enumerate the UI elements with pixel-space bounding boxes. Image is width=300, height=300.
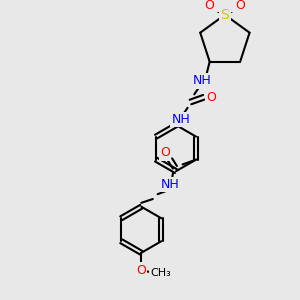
Text: CH₃: CH₃: [150, 268, 171, 278]
Text: NH: NH: [193, 74, 211, 87]
Text: O: O: [136, 264, 146, 277]
Text: S: S: [220, 8, 229, 22]
Text: NH: NH: [161, 178, 179, 191]
Text: O: O: [207, 91, 217, 104]
Text: NH: NH: [172, 113, 190, 126]
Text: O: O: [235, 0, 245, 12]
Text: O: O: [205, 0, 214, 12]
Text: O: O: [160, 146, 170, 159]
